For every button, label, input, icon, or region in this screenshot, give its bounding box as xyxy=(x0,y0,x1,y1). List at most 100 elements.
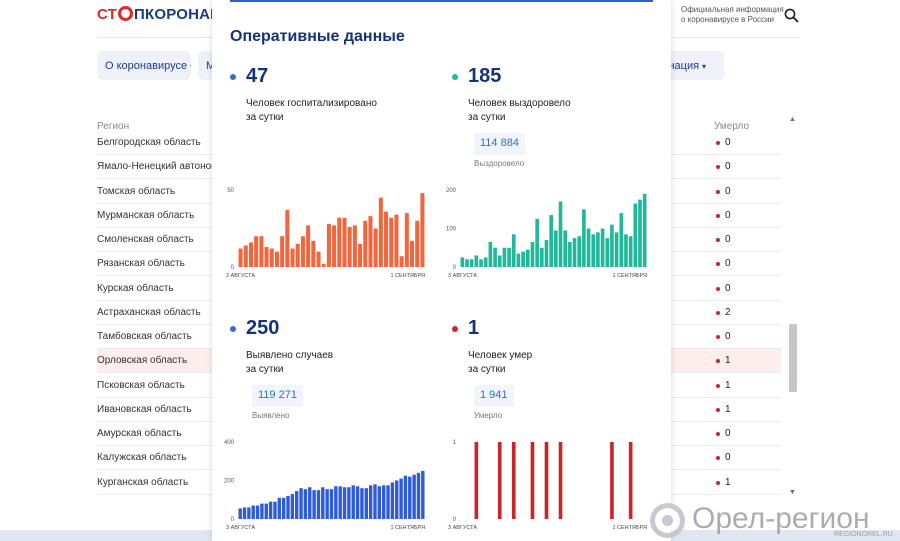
chart-bar xyxy=(386,485,390,519)
chart-bar xyxy=(311,240,316,267)
x-end-label: 1 СЕНТЯБРЯ xyxy=(612,273,647,279)
chevron-down-icon: ▾ xyxy=(702,62,707,71)
chart-bar xyxy=(399,478,403,519)
chart-bar xyxy=(399,256,404,267)
chart-bar xyxy=(591,234,596,267)
chart-bar xyxy=(363,220,368,267)
chart-bar xyxy=(295,491,299,519)
died-dot-icon xyxy=(716,141,720,145)
chart-bar xyxy=(377,486,382,519)
chart-bar xyxy=(605,238,610,267)
chart-bar xyxy=(255,505,260,519)
chart-bar xyxy=(308,487,312,519)
search-icon[interactable] xyxy=(784,8,799,23)
chart-bar xyxy=(507,247,511,267)
bar-chart-svg: 0 50 2 АВГУСТА 1 СЕНТЯБРЯ xyxy=(226,188,425,279)
region-name: Томская область xyxy=(97,185,176,197)
chart-bar xyxy=(558,442,563,519)
chart-bar xyxy=(582,209,586,267)
chart-bar xyxy=(337,217,342,267)
chart-bar xyxy=(408,476,412,519)
site-logo[interactable]: СТ ПКОРОНАВИ xyxy=(97,6,232,23)
chart-bar xyxy=(260,503,264,519)
y-tick-label: 1 xyxy=(453,440,457,446)
died-dot-icon xyxy=(716,310,720,315)
chart-bar xyxy=(303,489,308,519)
chart-bar xyxy=(274,251,279,267)
chart-bar xyxy=(610,224,614,267)
column-header-region[interactable]: Регион xyxy=(97,121,130,132)
y-tick-label: 0 xyxy=(453,517,457,523)
chart-bar xyxy=(409,240,415,267)
stat-number: 47 xyxy=(246,65,269,87)
chart-bar xyxy=(479,259,483,267)
died-value: 0 xyxy=(725,282,731,294)
chart-bar xyxy=(558,201,563,267)
stat-dot xyxy=(452,326,458,332)
died-value: 1 xyxy=(725,403,731,415)
chart-bar xyxy=(415,220,420,267)
y-tick-label: 400 xyxy=(224,440,235,446)
chart-bar xyxy=(511,234,516,267)
chart-bar xyxy=(281,497,286,519)
died-value: 0 xyxy=(725,209,731,221)
died-value: 0 xyxy=(725,428,731,439)
chart-bar xyxy=(460,257,465,267)
scrollbar-thumb[interactable] xyxy=(789,324,797,392)
region-name: Орловская область xyxy=(97,355,188,367)
stat-number: 185 xyxy=(468,65,502,87)
died-dot-icon xyxy=(716,189,720,194)
logo-text-start: СТ xyxy=(97,6,118,23)
chart-bar xyxy=(568,241,572,267)
chart-bar xyxy=(342,217,347,267)
chart-bar xyxy=(535,218,539,267)
chart-bar xyxy=(465,259,469,267)
chart-bar xyxy=(502,247,507,267)
chart-bar xyxy=(277,497,282,519)
chart-bar xyxy=(332,225,337,267)
chart-bar xyxy=(403,475,408,519)
stat-total-label: Выявлено xyxy=(252,411,290,420)
chart-bar xyxy=(516,253,521,267)
official-info: Официальная информация о коронавирусе в … xyxy=(681,5,784,25)
chart-bar xyxy=(254,236,259,267)
chart-bar xyxy=(364,488,368,519)
chart-bar xyxy=(338,486,342,519)
y-tick-label: 0 xyxy=(231,265,235,271)
chart-bar xyxy=(544,240,549,267)
chart-bar xyxy=(474,255,479,267)
chart-bar xyxy=(544,442,549,519)
nav-m-label: М xyxy=(206,60,216,72)
bar-chart-svg: 0 100 200 3 АВГУСТА 1 СЕНТЯБРЯ xyxy=(446,188,647,279)
chart-bar xyxy=(290,248,295,267)
chart-bar xyxy=(285,210,290,267)
chart-bar xyxy=(299,488,303,519)
stat-total-label: Выздоровело xyxy=(474,159,525,168)
scroll-up-arrow-icon[interactable]: ▲ xyxy=(789,116,796,123)
chart-bar xyxy=(420,193,425,267)
chart-bar xyxy=(497,255,502,267)
region-name: Амурская область xyxy=(97,428,182,439)
watermark: Орел-регион REGIONOREL.RU xyxy=(648,500,900,541)
chart-bar xyxy=(521,251,525,267)
scroll-down-arrow-icon[interactable]: ▼ xyxy=(789,489,796,496)
nav-about-coronavirus[interactable]: О коронавирусе▾ xyxy=(97,51,191,80)
x-end-label: 1 СЕНТЯБРЯ xyxy=(612,525,647,531)
stat-label: Человек выздоровело за сутки xyxy=(468,98,571,123)
y-tick-label: 0 xyxy=(453,265,457,271)
x-start-label: 3 АВГУСТА xyxy=(226,525,255,531)
stat-dot xyxy=(230,326,236,332)
chart-bar xyxy=(493,247,497,267)
chart-bar xyxy=(530,442,535,519)
died-dot-icon xyxy=(716,238,720,242)
chart-bar xyxy=(368,216,373,267)
chart-bar xyxy=(628,442,633,519)
chart-bar xyxy=(312,490,316,519)
chart-bar xyxy=(525,249,530,267)
chart-bar xyxy=(352,225,357,267)
chart-bar xyxy=(600,228,605,267)
watermark-text: Орел-регион xyxy=(692,502,870,535)
chart-bar xyxy=(572,238,577,267)
region-name: Мурманская область xyxy=(97,209,195,221)
column-header-died[interactable]: Умерло xyxy=(714,121,750,132)
